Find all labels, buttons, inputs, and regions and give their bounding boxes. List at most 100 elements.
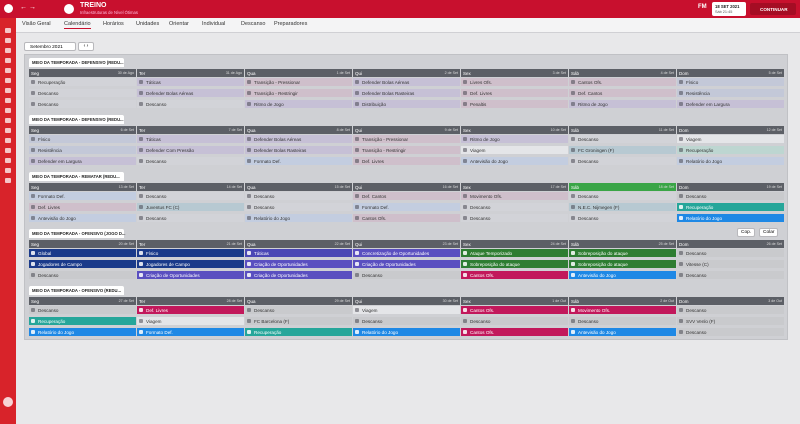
nav-icon[interactable] [5, 58, 11, 63]
session[interactable]: Criação de Oportunidades [245, 260, 352, 268]
session[interactable]: Criação de Oportunidades [245, 271, 352, 279]
session[interactable]: Relatório do Jogo [29, 328, 136, 336]
session[interactable]: Recuperação [677, 203, 784, 211]
week-action[interactable]: Colar [759, 228, 779, 237]
session[interactable]: Cantos Ofs. [461, 306, 568, 314]
session[interactable]: Defender Bolas Rasteiras [245, 146, 352, 154]
nav-icon[interactable] [5, 168, 11, 173]
session[interactable]: Ataque Temporizado [461, 249, 568, 257]
tab[interactable]: Individual [202, 21, 226, 27]
week-title[interactable]: MEIO DA TEMPORADA - OFENSIVO (REDU... [29, 286, 124, 295]
session[interactable]: Transição - Restringir [245, 89, 352, 97]
nav-icon[interactable] [5, 128, 11, 133]
tab[interactable]: Visão Geral [22, 21, 51, 27]
continue-button[interactable]: CONTINUAR [750, 3, 796, 15]
session[interactable]: Transição - Pressionar [353, 135, 460, 143]
session[interactable]: Relatório do Jogo [677, 214, 784, 222]
session[interactable]: Sobreposição do ataque [569, 249, 676, 257]
session[interactable]: Def. Cantos [569, 89, 676, 97]
session[interactable]: Formato Def. [353, 203, 460, 211]
session[interactable]: Defender Bolas Aéreas [245, 135, 352, 143]
session[interactable]: Criação de Oportunidades [353, 260, 460, 268]
session[interactable]: Descanso [137, 192, 244, 200]
help-icon[interactable] [3, 397, 13, 407]
week-title[interactable]: MEIO DA TEMPORADA - DEFENSIVO (REDU... [29, 58, 124, 67]
session[interactable]: Jogadores de Campo [137, 260, 244, 268]
tab[interactable]: Descanso [241, 21, 266, 27]
session[interactable]: Resistência [677, 89, 784, 97]
session[interactable]: Descanso [569, 192, 676, 200]
nav-icon[interactable] [5, 38, 11, 43]
session[interactable]: SVV Venlo (F) [677, 317, 784, 325]
nav-icon[interactable] [5, 138, 11, 143]
session[interactable]: Concretização de Oportunidades [353, 249, 460, 257]
session[interactable]: Transição - Restringir [353, 146, 460, 154]
session[interactable]: Recuperação [677, 146, 784, 154]
session[interactable]: Viagem [461, 146, 568, 154]
session[interactable]: Cantos Ofs. [353, 214, 460, 222]
week-action[interactable]: Cop. [737, 228, 756, 237]
session[interactable]: FC Barcelona (F) [245, 317, 352, 325]
session[interactable]: Descanso [137, 100, 244, 108]
month-nav[interactable]: ‹ › [78, 42, 94, 51]
session[interactable]: Descanso [29, 271, 136, 279]
session[interactable]: Def. Livres [461, 89, 568, 97]
session[interactable]: Viagem [353, 306, 460, 314]
session[interactable]: Descanso [677, 249, 784, 257]
session[interactable]: Relatório do Jogo [677, 157, 784, 165]
nav-icon[interactable] [5, 158, 11, 163]
tab[interactable]: Calendário [64, 21, 91, 29]
session[interactable]: Ritmo de Jogo [245, 100, 352, 108]
nav-icon[interactable] [5, 98, 11, 103]
home-icon[interactable] [4, 4, 13, 13]
tab[interactable]: Preparadores [274, 21, 308, 27]
session[interactable]: Sobreposição do ataque [569, 260, 676, 268]
session[interactable]: Recuperação [29, 78, 136, 86]
session[interactable]: Descanso [461, 214, 568, 222]
session[interactable]: Viagem [137, 317, 244, 325]
tab[interactable]: Unidades [136, 21, 160, 27]
session[interactable]: Global [29, 249, 136, 257]
nav-icon[interactable] [5, 68, 11, 73]
session[interactable]: Def. Livres [29, 203, 136, 211]
session[interactable]: Descanso [245, 203, 352, 211]
session[interactable]: Antevisão do Jogo [29, 214, 136, 222]
month-selector[interactable]: Setembro 2021 [24, 42, 76, 51]
nav-icon[interactable] [5, 48, 11, 53]
week-title[interactable]: MEIO DA TEMPORADA - REMATAR (REDU... [29, 172, 124, 181]
back-forward[interactable]: ← → [20, 4, 36, 11]
session[interactable]: Descanso [461, 317, 568, 325]
session[interactable]: Descanso [353, 317, 460, 325]
session[interactable]: Cantos Ofs. [461, 328, 568, 336]
week-title[interactable]: MEIO DA TEMPORADA - DEFENSIVO (REDU... [29, 115, 124, 124]
session[interactable]: Def. Cantos [353, 192, 460, 200]
session[interactable]: Antevisão do Jogo [569, 328, 676, 336]
session[interactable]: Ritmo de Jogo [461, 135, 568, 143]
nav-icon[interactable] [5, 108, 11, 113]
session[interactable]: Descanso [569, 157, 676, 165]
session[interactable]: Defender em Largura [29, 157, 136, 165]
session[interactable]: Cantos Ofs. [461, 271, 568, 279]
nav-icon[interactable] [5, 78, 11, 83]
session[interactable]: Físico [137, 249, 244, 257]
session[interactable]: Descanso [569, 214, 676, 222]
session[interactable]: Descanso [245, 306, 352, 314]
session[interactable]: Descanso [137, 214, 244, 222]
nav-icon[interactable] [5, 28, 11, 33]
session[interactable]: Descanso [137, 157, 244, 165]
tab[interactable]: Orientar [169, 21, 189, 27]
session[interactable]: Descanso [677, 271, 784, 279]
session[interactable]: Táticas [245, 249, 352, 257]
session[interactable]: Ritmo de Jogo [569, 100, 676, 108]
session[interactable]: Descanso [29, 89, 136, 97]
session[interactable]: Descanso [569, 135, 676, 143]
session[interactable]: Antevisão do Jogo [461, 157, 568, 165]
session[interactable]: Resistência [29, 146, 136, 154]
session[interactable]: FC Groningen (F) [569, 146, 676, 154]
session[interactable]: Físico [29, 135, 136, 143]
tab[interactable]: Horários [103, 21, 124, 27]
week-title[interactable]: MEIO DA TEMPORADA - OFENSIVO (JOGO D... [29, 229, 125, 238]
nav-icon[interactable] [5, 148, 11, 153]
session[interactable]: Descanso [677, 192, 784, 200]
session[interactable]: Cantos Ofs. [569, 78, 676, 86]
